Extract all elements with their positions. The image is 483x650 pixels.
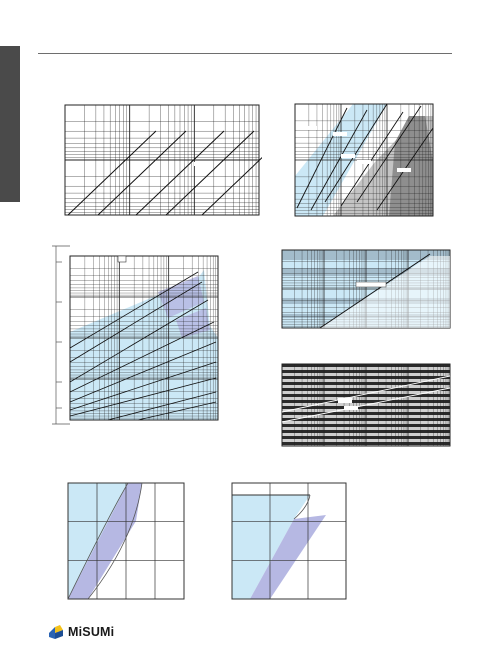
label-patch [344,406,358,410]
plot-frame [67,482,185,600]
clear-region [320,256,450,328]
series-line [97,130,187,216]
series-line [67,130,157,216]
boundary-curve [67,482,129,600]
series-line [69,361,217,411]
chart-1-plot [64,104,262,216]
chart-7-plot [231,482,347,600]
series-line [310,109,368,211]
region-lavender [250,515,326,599]
plot-frame [69,255,219,421]
section-side-tab [0,46,20,202]
region-light [232,495,310,599]
label-patch [355,281,387,288]
chart-3-plot [52,245,219,425]
legend-box [117,255,127,263]
label-patch [397,168,411,172]
label-patch [341,154,355,158]
series-line [69,271,199,349]
brand-name: MiSUMi [68,625,115,639]
series-line [356,105,422,203]
logo-facet [55,630,63,639]
plot-frame [281,363,451,447]
logo-facet [49,627,55,639]
band-gray [389,116,433,216]
series-line [69,321,215,393]
label-patch [303,126,317,130]
series-line [107,391,217,421]
label-patch [357,160,371,164]
series-line [281,375,451,413]
series-line [69,377,217,417]
series-line [69,341,217,403]
series-line [69,299,209,383]
series-line [340,111,404,207]
header-rule [38,53,452,54]
series-line [135,130,225,216]
plot-frame [294,103,434,217]
boundary-curve [87,482,143,600]
series-line [165,130,255,216]
chart-2-plot [294,103,434,217]
logo-facet [55,625,63,633]
series-line [324,103,388,203]
series-line [319,253,431,329]
series-line [296,107,348,209]
plot-frame [231,482,347,600]
misumi-logo: MiSUMi [48,623,114,641]
chart-5-plot [281,363,451,447]
series-line [69,281,203,363]
label-patch [333,132,347,136]
series-line [137,401,217,421]
misumi-mark-icon [49,625,63,639]
series-line [201,157,262,216]
label-patch [338,398,352,403]
chart-6-plot [67,482,185,600]
region-lavender [68,483,142,599]
label-patch [194,162,206,166]
chart-4-plot [281,249,451,329]
boundary-curve [293,494,311,520]
series-line [281,387,451,423]
band-lavender [176,308,210,338]
